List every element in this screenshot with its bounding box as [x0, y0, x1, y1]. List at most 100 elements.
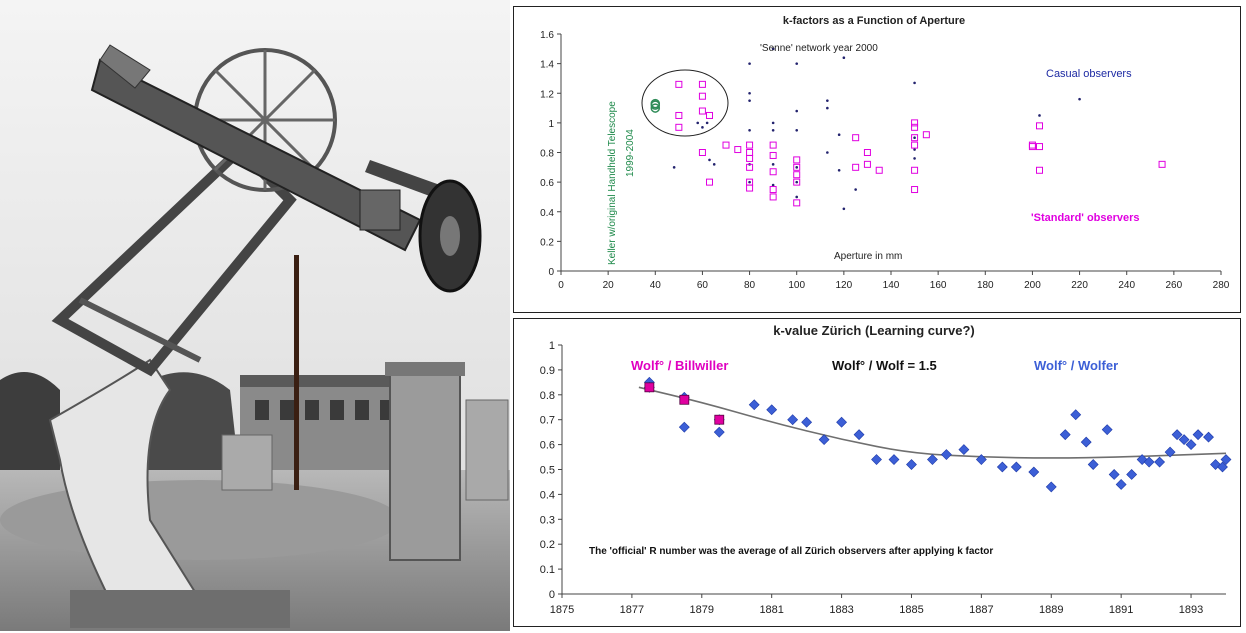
billwiller-point — [644, 382, 655, 393]
wolfer-point — [1217, 461, 1228, 473]
casual-observer-point — [837, 133, 841, 137]
casual-observer-point — [705, 121, 709, 125]
y-tick-label: 0.7 — [540, 415, 555, 427]
standard-observer-point — [911, 166, 919, 174]
x-tick-label: 240 — [1118, 280, 1135, 291]
standard-observer-point — [1036, 143, 1043, 151]
y-tick-label: 0.8 — [540, 149, 554, 160]
standard-observer-point — [863, 149, 871, 156]
x-tick-label: 1883 — [829, 604, 853, 616]
x-tick-label: 20 — [603, 280, 615, 291]
casual-observer-point — [708, 158, 711, 162]
casual-observer-point — [842, 56, 846, 59]
casual-observer-point — [837, 168, 841, 172]
wolfer-point — [1059, 429, 1071, 441]
casual-observer-point — [771, 163, 775, 166]
standard-observer-point — [852, 163, 860, 171]
standard-observer-point — [698, 92, 706, 100]
wolfer-point — [996, 461, 1008, 473]
x-tick-label: 1877 — [620, 604, 644, 616]
standard-observer-point — [698, 80, 706, 88]
wolfer-point — [958, 444, 970, 456]
wolfer-point — [1115, 479, 1127, 490]
standard-observers-label: 'Standard' observers — [1031, 212, 1140, 224]
standard-observer-point — [746, 184, 754, 192]
wolfer-point — [713, 426, 725, 438]
wolfer-point — [1185, 439, 1197, 451]
chart2-svg: k-value Zürich (Learning curve?) 0 0.1 0.2… — [540, 323, 1232, 616]
standard-observer-point — [769, 141, 777, 149]
casual-observer-point — [771, 128, 775, 132]
wolfer-point — [927, 454, 938, 465]
keller-point — [650, 103, 661, 113]
casual-observer-point — [672, 166, 676, 169]
wolfer-point — [1192, 429, 1204, 441]
y-tick-label: 0.6 — [540, 178, 554, 189]
casual-observer-point — [913, 81, 916, 85]
y-tick-label: 0.2 — [540, 237, 554, 248]
casual-observer-point — [771, 121, 775, 125]
standard-observer-point — [911, 141, 919, 149]
casual-observer-point — [748, 62, 751, 65]
x-tick-label: 1891 — [1109, 604, 1133, 616]
y-tick-label: 0.1 — [540, 564, 555, 576]
casual-observer-point — [712, 163, 716, 166]
senne-annotation: 'Senne' network year 2000 — [760, 43, 878, 54]
wolfer-point — [748, 399, 760, 411]
telescope-photo — [0, 0, 510, 631]
wolfer-point — [853, 429, 865, 441]
casual-observer-point — [795, 180, 799, 184]
casual-observer-point — [826, 99, 829, 102]
casual-observer-point — [771, 183, 775, 187]
standard-observer-point — [675, 123, 683, 131]
wolfer-point — [1203, 431, 1214, 443]
wolfer-point — [1080, 436, 1092, 448]
standard-observer-point — [769, 193, 777, 201]
standard-observer-point — [746, 141, 754, 149]
trend-line — [638, 386, 1227, 459]
standard-observer-point — [675, 80, 683, 88]
wolfer-point — [1028, 466, 1040, 478]
casual-observer-point — [795, 166, 799, 169]
y-tick-label: 0.2 — [540, 539, 555, 551]
wolfer-point — [1210, 459, 1221, 470]
y-tick-label: 0.4 — [540, 208, 554, 219]
wolfer-point — [787, 414, 799, 426]
wolfer-point — [1126, 469, 1138, 480]
standard-observer-point — [911, 119, 919, 127]
standard-observer-point — [911, 134, 919, 142]
x-tick-label: 1881 — [759, 604, 783, 616]
standard-observer-point — [922, 131, 930, 139]
x-tick-label: 280 — [1213, 280, 1230, 291]
standard-observer-point — [1036, 166, 1043, 174]
standard-observer-point — [1028, 141, 1036, 149]
casual-observer-point — [842, 207, 846, 211]
keller-years-annotation: 1999-2004 — [625, 129, 636, 177]
wolfer-point — [940, 449, 952, 460]
wolfer-point — [801, 416, 813, 428]
standard-observer-point — [698, 107, 706, 115]
wolfer-point — [1154, 456, 1166, 468]
x-tick-label: 180 — [977, 280, 994, 291]
billwiller-point — [679, 394, 690, 405]
wolfer-point — [906, 459, 917, 470]
keller-highlight-ellipse — [641, 69, 729, 137]
standard-observer-point — [793, 156, 801, 164]
k-value-zurich-chart: k-value Zürich (Learning curve?) 0 0.1 0.2… — [513, 318, 1241, 627]
standard-observer-point — [1028, 143, 1036, 151]
x-tick-label: 1885 — [899, 604, 923, 616]
casual-observer-point — [748, 91, 751, 95]
x-tick-label: 140 — [883, 280, 900, 291]
wolfer-point — [678, 421, 690, 433]
wolfer-point — [888, 454, 900, 465]
standard-observer-point — [734, 146, 742, 154]
k-factor-aperture-chart: k-factors as a Function of Aperture 0 0.2… — [513, 6, 1241, 313]
casual-observer-point — [826, 106, 829, 110]
casual-observer-point — [795, 195, 799, 199]
casual-observer-point — [771, 47, 775, 51]
standard-observer-point — [746, 154, 754, 162]
standard-observer-point — [793, 178, 801, 186]
casual-observer-point — [748, 128, 751, 132]
casual-observer-point — [913, 136, 916, 139]
casual-observer-point — [854, 188, 857, 191]
